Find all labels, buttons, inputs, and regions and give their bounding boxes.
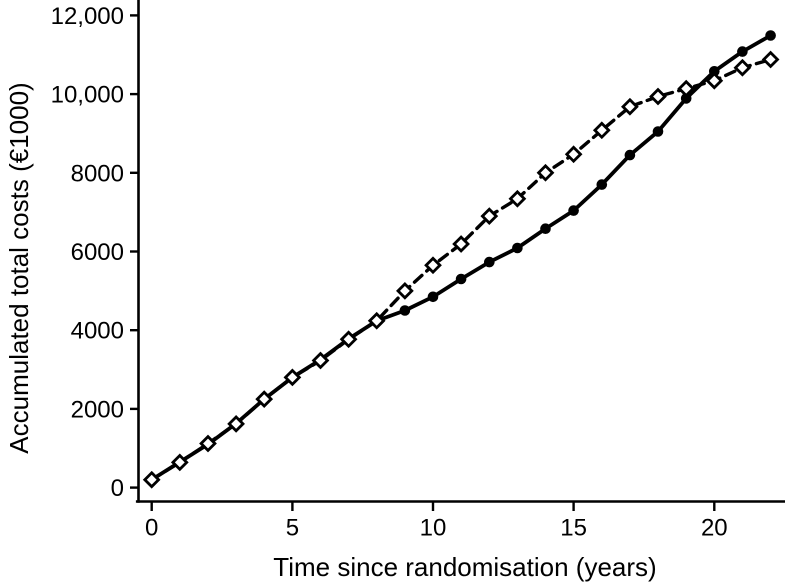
filled-circle-marker bbox=[455, 273, 467, 285]
x-tick-label: 15 bbox=[560, 515, 587, 542]
data-series bbox=[142, 30, 780, 489]
open-diamond-marker bbox=[592, 121, 611, 140]
y-tick-label: 0 bbox=[111, 475, 124, 502]
x-tick-label: 0 bbox=[145, 515, 158, 542]
open-diamond-marker bbox=[564, 145, 583, 164]
open-diamond-marker bbox=[396, 282, 414, 300]
open-diamond-marker bbox=[705, 71, 724, 90]
y-tick-label: 10,000 bbox=[51, 82, 124, 109]
filled-circle-marker bbox=[765, 30, 776, 41]
x-axis-title: Time since randomisation (years) bbox=[273, 552, 656, 582]
filled-circle-marker bbox=[652, 126, 664, 137]
y-axis-title: Accumulated total costs (€1000) bbox=[4, 82, 34, 453]
open-diamond-marker bbox=[339, 330, 358, 349]
open-diamond-marker bbox=[142, 470, 161, 489]
open-diamond-marker bbox=[283, 368, 302, 387]
open-diamond-marker bbox=[170, 453, 189, 472]
x-tick-label: 5 bbox=[286, 515, 299, 542]
filled-circle-marker bbox=[540, 223, 551, 234]
open-diamond-marker bbox=[424, 256, 442, 275]
filled-circle-marker bbox=[399, 305, 411, 316]
filled-circle-marker bbox=[512, 242, 523, 254]
open-diamond-marker bbox=[480, 207, 499, 225]
filled-circle-marker bbox=[737, 46, 748, 57]
open-diamond-marker bbox=[311, 351, 330, 370]
open-diamond-marker bbox=[227, 415, 245, 433]
filled-circle-marker bbox=[568, 205, 579, 216]
open-diamond-marker bbox=[536, 163, 555, 182]
filled-circle-marker bbox=[484, 256, 495, 268]
x-axis-ticks: 0 5 10 15 20 bbox=[145, 501, 728, 542]
open-diamond-marker bbox=[452, 235, 470, 253]
open-diamond-marker bbox=[367, 311, 386, 330]
open-diamond-marker bbox=[255, 390, 274, 408]
open-diamond-marker bbox=[733, 58, 752, 77]
y-tick-label: 2000 bbox=[71, 396, 124, 423]
open-diamond-marker bbox=[199, 434, 217, 453]
open-diamond-marker bbox=[677, 79, 696, 98]
y-tick-label: 12,000 bbox=[51, 3, 124, 30]
x-tick-label: 10 bbox=[420, 515, 447, 542]
y-tick-label: 6000 bbox=[71, 239, 124, 266]
y-axis-ticks: 0 2000 4000 6000 8000 10,000 12,000 bbox=[51, 3, 139, 502]
filled-circle-marker bbox=[596, 179, 608, 190]
y-tick-label: 4000 bbox=[71, 318, 124, 345]
filled-circle-marker bbox=[680, 93, 692, 104]
open-diamond-marker bbox=[649, 87, 667, 106]
open-diamond-marker bbox=[621, 97, 639, 116]
solid-series-line bbox=[149, 33, 773, 482]
filled-circle-marker bbox=[709, 66, 720, 77]
series-dashed bbox=[142, 50, 780, 489]
open-diamond-marker bbox=[508, 189, 527, 208]
filled-circle-marker bbox=[624, 149, 636, 161]
y-tick-label: 8000 bbox=[71, 160, 124, 187]
filled-circle-marker bbox=[427, 291, 439, 303]
series-solid bbox=[146, 30, 776, 486]
open-diamond-marker bbox=[761, 50, 780, 69]
x-tick-label: 20 bbox=[701, 515, 728, 542]
